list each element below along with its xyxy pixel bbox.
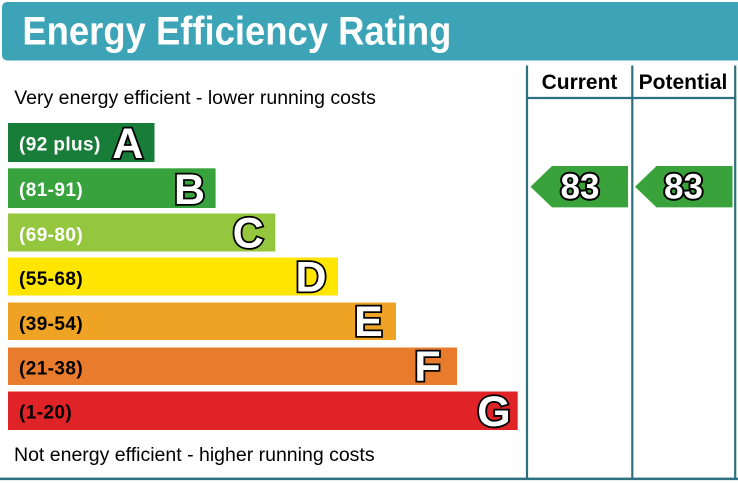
- svg-text:Energy Efficiency Rating: Energy Efficiency Rating: [22, 9, 451, 53]
- svg-text:Potential: Potential: [639, 71, 728, 94]
- svg-text:83: 83: [664, 168, 703, 207]
- svg-text:Very energy efficient - lower: Very energy efficient - lower running co…: [14, 87, 376, 109]
- svg-text:A: A: [112, 120, 143, 168]
- svg-text:G: G: [477, 388, 510, 436]
- svg-text:B: B: [174, 166, 205, 214]
- svg-text:D: D: [295, 254, 326, 302]
- svg-text:F: F: [414, 343, 440, 391]
- svg-text:(1-20): (1-20): [19, 403, 72, 424]
- svg-text:(39-54): (39-54): [19, 314, 83, 335]
- svg-text:Not energy efficient - higher: Not energy efficient - higher running co…: [14, 444, 375, 466]
- svg-text:(55-68): (55-68): [19, 269, 83, 290]
- svg-text:(92 plus): (92 plus): [19, 135, 101, 156]
- svg-text:(21-38): (21-38): [19, 359, 83, 380]
- svg-text:(81-91): (81-91): [19, 180, 83, 201]
- svg-text:83: 83: [561, 168, 600, 207]
- svg-text:C: C: [233, 210, 264, 258]
- svg-text:(69-80): (69-80): [19, 225, 83, 246]
- svg-text:Current: Current: [542, 71, 618, 94]
- svg-text:E: E: [354, 298, 383, 346]
